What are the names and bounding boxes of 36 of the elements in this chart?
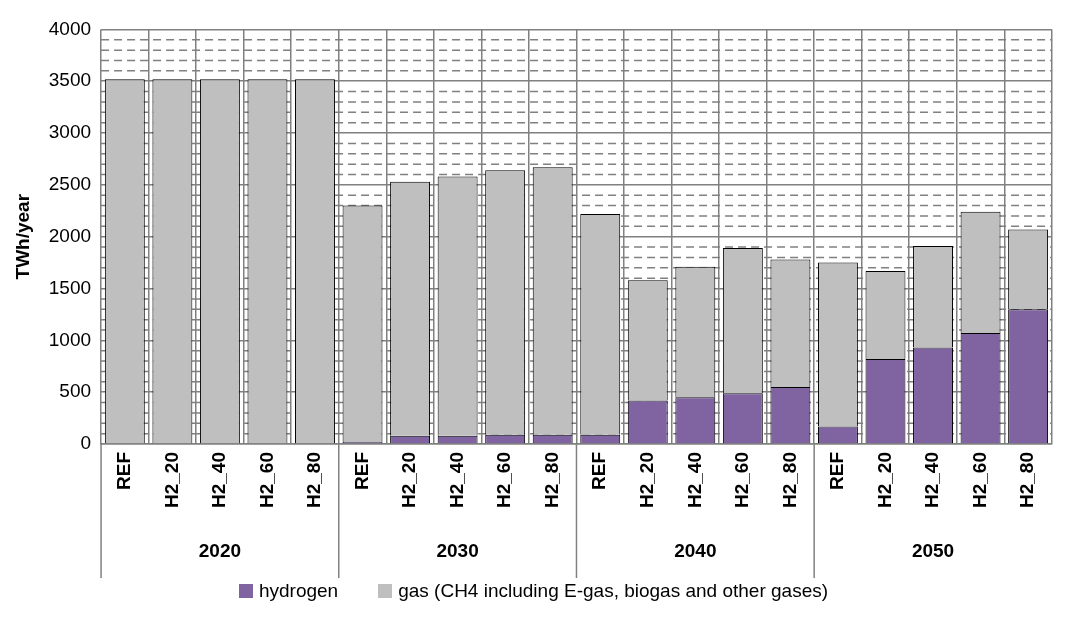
x-tick-label: REF <box>350 452 372 491</box>
legend-label: gas (CH4 including E-gas, biogas and other gases) <box>398 580 829 602</box>
x-tick-label: H2_80 <box>303 452 325 509</box>
x-tick-label: REF <box>113 452 135 491</box>
x-tick-label: H2_60 <box>255 452 277 509</box>
x-tick-label: H2_60 <box>731 452 753 509</box>
x-tick-label: H2_20 <box>636 452 658 509</box>
y-tick-label: 4000 <box>48 17 92 39</box>
y-tick-label: 3500 <box>48 69 92 91</box>
y-axis-title: TWh/year <box>11 193 33 280</box>
y-tick-label: 2500 <box>48 173 92 195</box>
x-tick-label: H2_40 <box>921 452 943 509</box>
x-tick-label: H2_40 <box>208 452 230 509</box>
x-tick-label: REF <box>826 452 848 491</box>
y-tick-label: 1500 <box>48 276 92 298</box>
text: 2050 <box>911 540 955 562</box>
x-tick-label: H2_20 <box>398 452 420 509</box>
legend-label: hydrogen <box>258 580 339 602</box>
x-tick-label: H2_20 <box>873 452 895 509</box>
x-tick-label: H2_20 <box>160 452 182 509</box>
y-tick-label: 3000 <box>48 121 92 143</box>
x-tick-label: H2_80 <box>1016 452 1038 509</box>
x-tick-label: H2_60 <box>493 452 515 509</box>
y-tick-label: 1000 <box>48 328 92 350</box>
x-tick-label: H2_80 <box>778 452 800 509</box>
y-tick-label: 500 <box>59 380 92 402</box>
x-tick-label: H2_40 <box>445 452 467 509</box>
text: 2020 <box>198 540 242 562</box>
x-tick-label: REF <box>588 452 610 491</box>
text: 2030 <box>436 540 479 562</box>
x-tick-label: H2_40 <box>683 452 705 509</box>
text: 2040 <box>674 540 717 562</box>
x-tick-label: H2_60 <box>968 452 990 509</box>
x-tick-label: H2_80 <box>540 452 562 509</box>
y-tick-label: 2000 <box>48 224 92 246</box>
y-tick-label: 0 <box>80 432 92 454</box>
